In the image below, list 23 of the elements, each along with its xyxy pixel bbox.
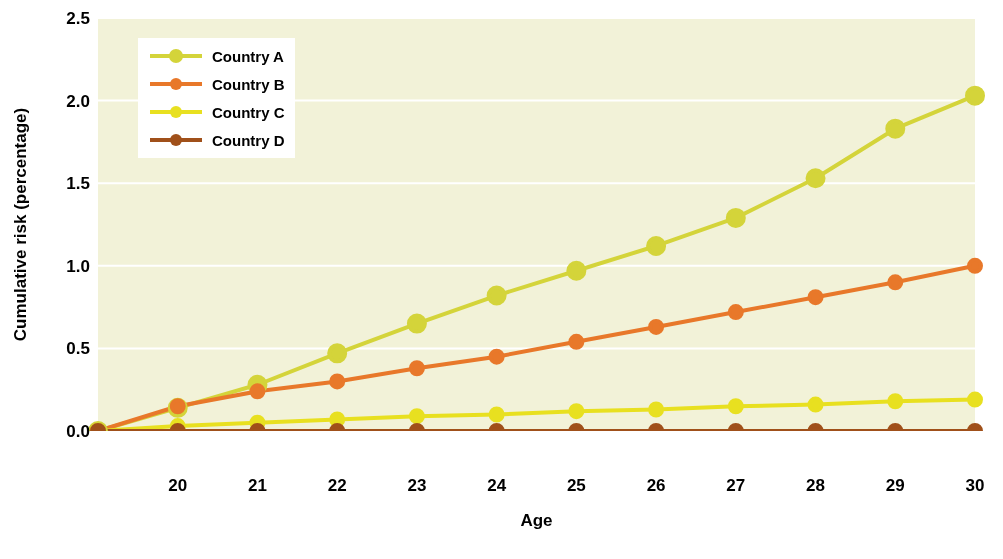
y-tick-label: 1.0 (66, 256, 90, 276)
x-tick-label: 24 (487, 476, 507, 496)
y-tick-label: 0.0 (66, 422, 90, 442)
x-tick-label: 28 (806, 476, 826, 496)
y-tick-label: 1.5 (66, 174, 90, 194)
legend-label: Country D (212, 131, 285, 149)
x-tick-label: 29 (885, 476, 905, 496)
x-tick-label: 26 (646, 476, 666, 496)
x-tick-label: 30 (965, 476, 985, 496)
y-tick-label: 2.5 (66, 9, 90, 29)
y-tick-label: 0.5 (66, 339, 90, 359)
x-tick-label: 25 (566, 476, 586, 496)
y-tick-label: 2.0 (66, 91, 90, 111)
legend-label: Country B (212, 75, 285, 93)
x-tick-label: 23 (407, 476, 427, 496)
x-tick-label: 27 (726, 476, 746, 496)
legend-label: Country C (212, 103, 285, 121)
x-tick-label: 20 (168, 476, 188, 496)
x-tick-label: 22 (327, 476, 347, 496)
x-axis-title: Age (520, 511, 553, 530)
legend-label: Country A (212, 47, 284, 65)
x-tick-label: 21 (247, 476, 267, 496)
y-axis-title: Cumulative risk (percentage) (11, 107, 31, 342)
